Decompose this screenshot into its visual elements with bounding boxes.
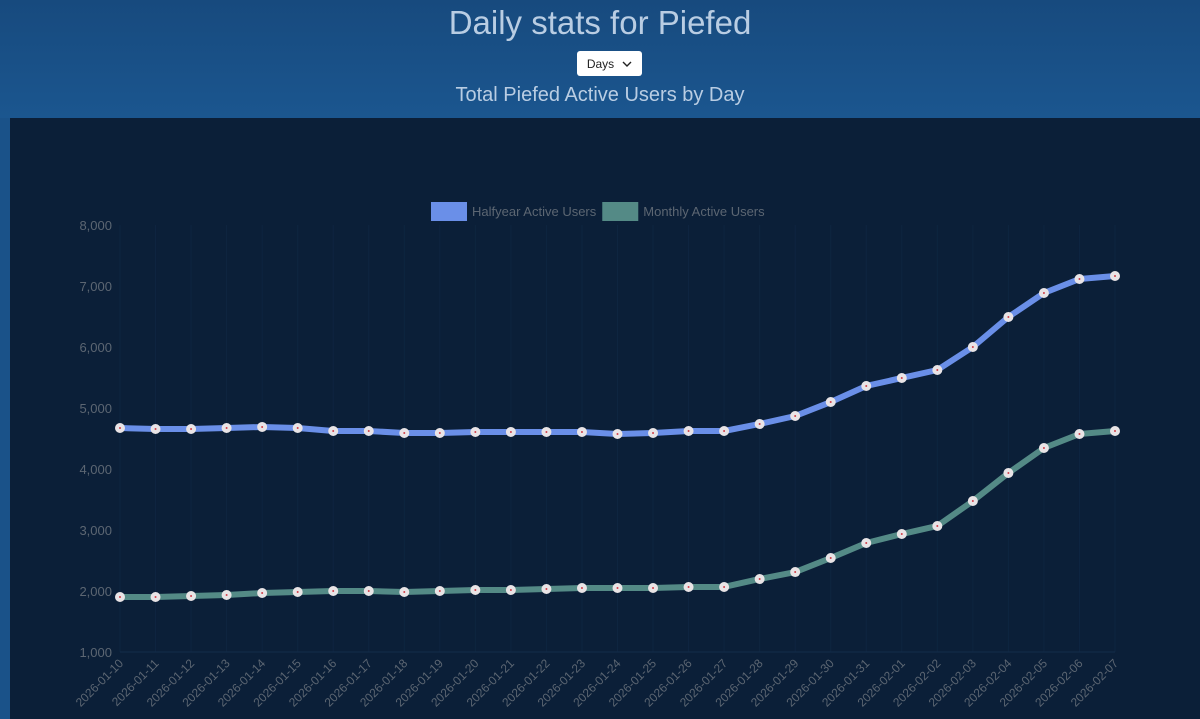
y-tick-label: 6,000	[79, 340, 112, 355]
period-select[interactable]: Days	[577, 51, 642, 76]
data-point-center	[794, 414, 797, 417]
y-tick-label: 3,000	[79, 523, 112, 538]
data-point-center	[865, 541, 868, 544]
legend-label: Monthly Active Users	[643, 204, 765, 219]
data-point-center	[1007, 472, 1010, 475]
data-point-center	[794, 571, 797, 574]
legend-label: Halfyear Active Users	[472, 204, 597, 219]
chart-title: Total Piefed Active Users by Day	[455, 84, 745, 106]
legend-swatch	[602, 202, 639, 221]
data-point-center	[580, 587, 583, 590]
data-point-center	[1042, 292, 1045, 295]
data-point-center	[474, 589, 477, 592]
data-point-center	[545, 430, 548, 433]
y-tick-label: 8,000	[79, 218, 112, 233]
data-point-center	[154, 427, 157, 430]
data-point-center	[225, 427, 228, 430]
data-point-center	[865, 384, 868, 387]
data-point-center	[261, 592, 264, 595]
data-point-center	[154, 595, 157, 598]
data-point-center	[438, 432, 441, 435]
data-point-center	[616, 587, 619, 590]
data-point-center	[190, 595, 193, 598]
data-point-center	[652, 432, 655, 435]
data-point-center	[900, 533, 903, 536]
y-tick-label: 7,000	[79, 279, 112, 294]
data-point-center	[758, 577, 761, 580]
data-point-center	[829, 401, 832, 404]
data-point-center	[971, 500, 974, 503]
data-point-center	[332, 590, 335, 592]
data-point-center	[438, 590, 441, 592]
data-point-center	[580, 430, 583, 433]
data-point-center	[119, 595, 121, 598]
data-point-center	[758, 422, 761, 425]
data-point-center	[723, 429, 726, 432]
data-point-center	[971, 346, 974, 348]
data-point-center	[119, 427, 121, 430]
data-point-center	[403, 432, 406, 435]
data-point-center	[296, 427, 299, 430]
data-point-center	[687, 429, 690, 432]
data-point-center	[1078, 432, 1081, 435]
data-point-center	[261, 425, 264, 428]
data-point-center	[474, 430, 477, 433]
data-point-center	[936, 368, 939, 371]
data-point-center	[509, 589, 512, 592]
data-point-center	[900, 376, 903, 379]
data-point-center	[687, 585, 690, 588]
data-point-center	[936, 524, 939, 527]
data-point-center	[509, 430, 512, 433]
y-tick-label: 4,000	[79, 462, 112, 477]
data-point-center	[1114, 274, 1116, 277]
chevron-down-icon	[622, 61, 632, 67]
data-point-center	[190, 427, 193, 430]
data-point-center	[367, 590, 370, 592]
data-point-center	[545, 587, 548, 590]
page-title: Daily stats for Piefed	[448, 4, 752, 41]
data-point-center	[332, 429, 335, 432]
data-point-center	[723, 585, 726, 588]
legend-swatch	[431, 202, 467, 221]
data-point-center	[225, 594, 228, 597]
data-point-center	[616, 432, 619, 435]
data-point-center	[1007, 315, 1010, 318]
data-point-center	[1042, 447, 1045, 450]
page-header: Daily stats for Piefed Days Total Piefed…	[0, 0, 1200, 118]
period-select-value: Days	[586, 56, 615, 71]
data-point-center	[296, 590, 299, 593]
y-tick-label: 1,000	[79, 645, 112, 660]
data-point-center	[403, 590, 406, 593]
y-tick-label: 2,000	[79, 584, 112, 599]
data-point-center	[367, 429, 370, 432]
data-point-center	[1078, 277, 1081, 280]
data-point-center	[1114, 429, 1116, 432]
data-point-center	[829, 556, 832, 559]
y-tick-label: 5,000	[79, 401, 112, 416]
data-point-center	[652, 587, 655, 590]
